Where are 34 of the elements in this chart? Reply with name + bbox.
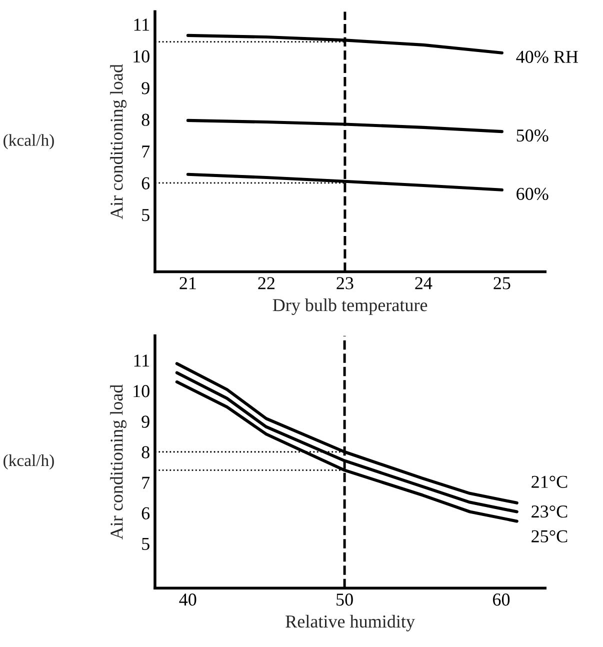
y-tick-label: 10 bbox=[134, 50, 150, 62]
y-tick-label: 9 bbox=[142, 416, 150, 428]
y-tick-label: 7 bbox=[142, 146, 150, 158]
y-tick-label: 8 bbox=[142, 446, 150, 458]
y-axis-title: Air conditioning load bbox=[110, 384, 126, 540]
x-tick-label: 22 bbox=[258, 277, 274, 290]
x-axis-title: Relative humidity bbox=[286, 614, 415, 632]
y-axis-title: Air conditioning load bbox=[110, 64, 126, 220]
y-tick-label: 5 bbox=[142, 209, 150, 222]
y-tick-label: 10 bbox=[134, 385, 150, 398]
series-label: 50% bbox=[516, 129, 548, 142]
y-tick-label: 11 bbox=[134, 354, 150, 366]
y-tick-label: 11 bbox=[134, 18, 150, 31]
series-label: 21°C bbox=[532, 476, 568, 488]
x-tick-label: 25 bbox=[494, 277, 510, 290]
text: (kcal/h) bbox=[4, 454, 54, 470]
series-label: 40% RH bbox=[516, 50, 578, 64]
y-tick-label: 6 bbox=[142, 507, 150, 520]
y-tick-label: 7 bbox=[142, 476, 150, 489]
x-tick-label: 40 bbox=[179, 594, 196, 606]
y-tick-label: 9 bbox=[142, 82, 150, 94]
x-tick-label: 50 bbox=[336, 594, 353, 606]
y-tick-label: 5 bbox=[142, 538, 150, 550]
text: (kcal/h) bbox=[4, 134, 54, 150]
series-label: 25°C bbox=[532, 530, 568, 542]
x-tick-label: 21 bbox=[180, 277, 196, 290]
series-label: 60% bbox=[516, 188, 548, 200]
x-tick-label: 24 bbox=[415, 277, 432, 290]
x-tick-label: 23 bbox=[336, 277, 354, 290]
series-label: 23°C bbox=[532, 505, 568, 518]
x-tick-label: 60 bbox=[492, 594, 510, 606]
x-axis-title: Dry bulb temperature bbox=[272, 298, 428, 315]
y-tick-label: 8 bbox=[142, 114, 150, 126]
y-tick-label: 6 bbox=[142, 177, 150, 190]
